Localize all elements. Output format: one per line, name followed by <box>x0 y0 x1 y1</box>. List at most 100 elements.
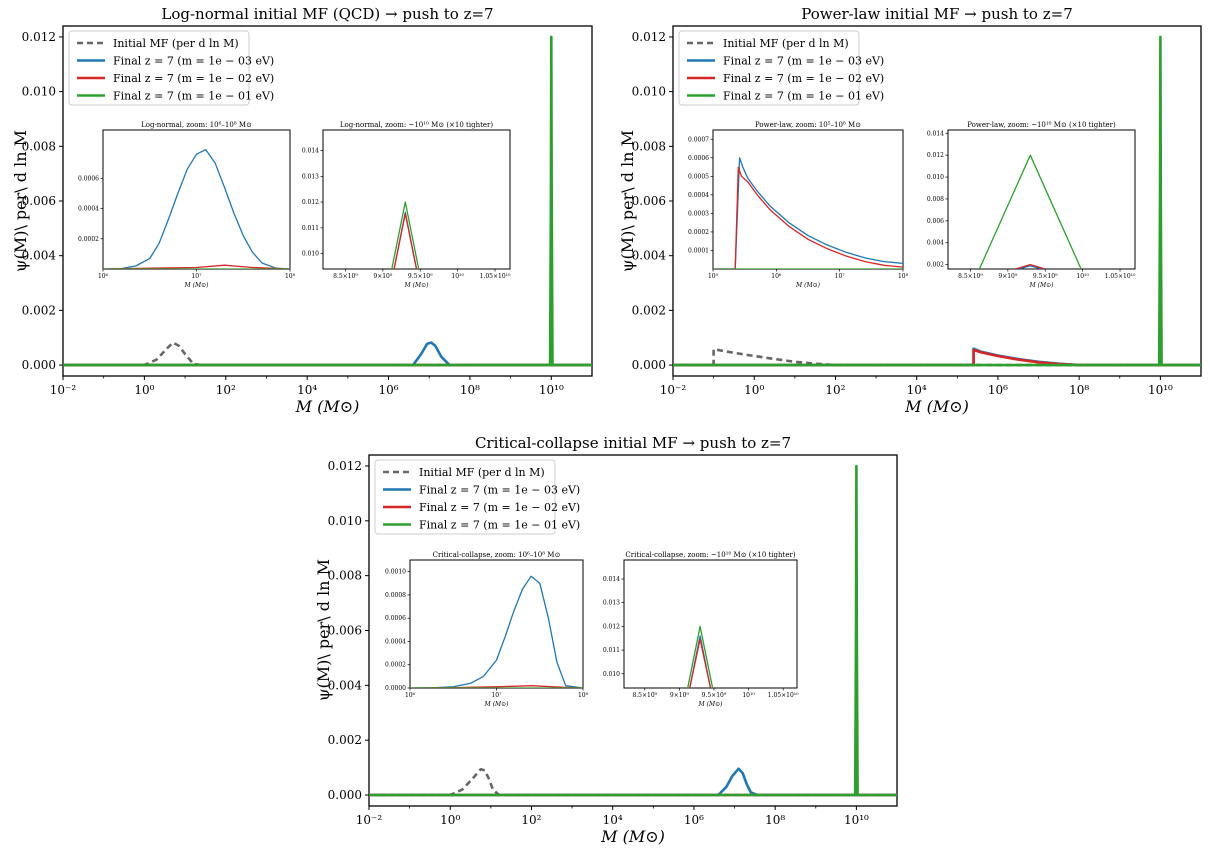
chart-title: Log-normal initial MF (QCD) → push to z=… <box>161 5 493 23</box>
x-tick-label: 10⁸ <box>765 813 785 827</box>
inset-title: Power-law, zoom: ~10¹⁰ M⊙ (×10 tighter) <box>967 121 1116 129</box>
inset-x-tick-label: 10⁸ <box>285 273 296 280</box>
inset-frame <box>409 559 584 689</box>
inset-y-tick-label: 0.012 <box>603 623 620 630</box>
legend-label-initial: Initial MF (per d ln M) <box>723 37 849 50</box>
inset-x-axis-label: M (M⊙) <box>184 282 210 289</box>
series-line-initial <box>369 767 897 797</box>
y-tick-label: 0.004 <box>632 249 667 263</box>
x-tick-label: 10⁸ <box>1069 383 1089 397</box>
y-axis-label: ψ(M)\ per\ d ln M <box>618 130 637 272</box>
x-tick-label: 10⁰ <box>440 813 460 827</box>
y-tick-label: 0.008 <box>632 139 666 153</box>
y-tick-label: 0.006 <box>22 194 56 208</box>
chart-panel-2: Power-law initial MF → push to z=7 0.000 0… <box>618 5 1202 416</box>
legend-label-m1: Final z = 7 (m = 1e − 03 eV) <box>113 55 274 68</box>
inset-y-tick-label: 0.011 <box>603 647 620 654</box>
inset-x-tick-label: 10⁸ <box>578 692 589 699</box>
legend-label-m1: Final z = 7 (m = 1e − 03 eV) <box>419 484 580 497</box>
legend-label-initial: Initial MF (per d ln M) <box>113 37 239 50</box>
inset-series-line-m2 <box>103 264 290 269</box>
legend-label-m3: Final z = 7 (m = 1e − 01 eV) <box>419 519 580 532</box>
y-tick-label: 0.002 <box>22 303 56 317</box>
inset-y-tick-label: 0.010 <box>302 251 319 258</box>
y-axis-label: ψ(M)\ per\ d ln M <box>11 130 30 272</box>
x-tick-label: 10⁴ <box>603 813 623 827</box>
series-line-m2 <box>673 348 1201 367</box>
x-tick-label: 10⁰ <box>134 383 154 397</box>
inset-1: Log-normal, zoom: 10⁶–10⁸ M⊙ 10⁶ 10⁷ 10⁸ 0.0… <box>78 121 296 289</box>
legend: Initial MF (per d ln M) Final z = 7 (m = … <box>68 30 274 106</box>
inset-y-tick-label: 0.004 <box>927 240 944 247</box>
y-tick-label: 0.002 <box>328 733 362 747</box>
inset-y-tick-label: 0.013 <box>603 600 620 607</box>
x-tick-label: 10⁴ <box>297 383 317 397</box>
chart-panel-3: Critical-collapse initial MF → push to z… <box>314 434 898 846</box>
y-tick-label: 0.008 <box>22 139 56 153</box>
x-axis-label: M (M⊙) <box>904 397 969 416</box>
inset-frame <box>947 129 1136 270</box>
inset-y-tick-label: 0.012 <box>302 199 319 206</box>
inset-x-tick-label: 10⁶ <box>405 692 416 699</box>
inset-series-line-m2 <box>713 166 903 269</box>
legend-label-m2: Final z = 7 (m = 1e − 02 eV) <box>113 72 274 85</box>
legend: Initial MF (per d ln M) Final z = 7 (m = … <box>374 459 580 535</box>
y-tick-label: 0.008 <box>328 569 362 583</box>
legend-box <box>374 459 556 535</box>
inset-series-line-m3 <box>687 625 714 688</box>
legend-box <box>678 30 860 106</box>
inset-y-tick-label: 0.0006 <box>688 155 709 162</box>
series-line-m1 <box>369 767 897 797</box>
inset-1: Power-law, zoom: 10⁵–10⁸ M⊙ 10⁵ 10⁶ 10⁷ 10⁸ 0… <box>688 121 909 289</box>
legend-label-m1: Final z = 7 (m = 1e − 03 eV) <box>723 55 884 68</box>
inset-x-tick-label: 10⁸ <box>898 273 909 280</box>
y-tick-label: 0.006 <box>632 194 666 208</box>
inset-x-tick-label: 10⁷ <box>191 273 202 280</box>
inset-x-tick-label: 10¹⁰ <box>742 692 755 699</box>
inset-x-tick-label: 9.5×10⁹ <box>408 273 433 280</box>
inset-x-tick-label: 10⁷ <box>491 692 502 699</box>
x-tick-label: 10⁶ <box>684 813 704 827</box>
legend-label-m3: Final z = 7 (m = 1e − 01 eV) <box>723 90 884 103</box>
inset-series-group <box>687 625 714 688</box>
inset-x-tick-label: 9×10⁹ <box>670 692 689 699</box>
inset-series-line-m3 <box>978 154 1082 269</box>
inset-y-tick-label: 0.010 <box>603 671 620 678</box>
inset-series-line-m2 <box>1015 263 1046 269</box>
chart-panel-1: Log-normal initial MF (QCD) → push to z=… <box>11 5 593 416</box>
inset-x-tick-label: 9×10⁹ <box>373 273 392 280</box>
inset-x-tick-label: 9.5×10⁹ <box>702 692 727 699</box>
inset-y-tick-label: 0.014 <box>603 576 620 583</box>
x-axis-label: M (M⊙) <box>295 397 360 416</box>
inset-series-line-m1 <box>1018 265 1042 269</box>
inset-y-tick-label: 0.0004 <box>78 206 99 213</box>
inset-y-tick-label: 0.014 <box>927 130 944 137</box>
series-group <box>63 35 592 367</box>
y-axis-label: ψ(M)\ per\ d ln M <box>314 559 333 701</box>
inset-frame <box>712 129 904 270</box>
legend-label-m2: Final z = 7 (m = 1e − 02 eV) <box>723 72 884 85</box>
legend-box <box>68 30 250 106</box>
inset-title: Log-normal, zoom: ~10¹⁰ M⊙ (×10 tighter) <box>340 121 494 129</box>
inset-y-tick-label: 0.014 <box>302 148 319 155</box>
inset-y-tick-label: 0.0000 <box>385 685 406 692</box>
y-tick-label: 0.010 <box>632 85 666 99</box>
chart-title: Critical-collapse initial MF → push to z… <box>475 434 791 452</box>
inset-y-tick-label: 0.0004 <box>688 192 709 199</box>
inset-y-tick-label: 0.0008 <box>385 592 406 599</box>
inset-x-tick-label: 10¹⁰ <box>451 273 464 280</box>
inset-title: Critical-collapse, zoom: ~10¹⁰ M⊙ (×10 t… <box>625 551 795 559</box>
y-tick-label: 0.010 <box>328 514 362 528</box>
inset-x-tick-label: 9.5×10⁹ <box>1033 273 1058 280</box>
series-line-m3 <box>369 464 897 797</box>
legend-label-m2: Final z = 7 (m = 1e − 02 eV) <box>419 501 580 514</box>
inset-series-line-m3 <box>391 201 420 269</box>
inset-series-group <box>410 575 583 688</box>
inset-y-tick-label: 0.0010 <box>385 569 406 576</box>
inset-x-tick-label: 1.05×10¹⁰ <box>480 273 511 280</box>
inset-series-line-m1 <box>103 148 290 269</box>
inset-y-tick-label: 0.0002 <box>385 662 406 669</box>
inset-y-tick-label: 0.002 <box>927 262 944 269</box>
x-tick-label: 10² <box>216 383 236 397</box>
inset-x-axis-label: M (M⊙) <box>795 282 821 289</box>
